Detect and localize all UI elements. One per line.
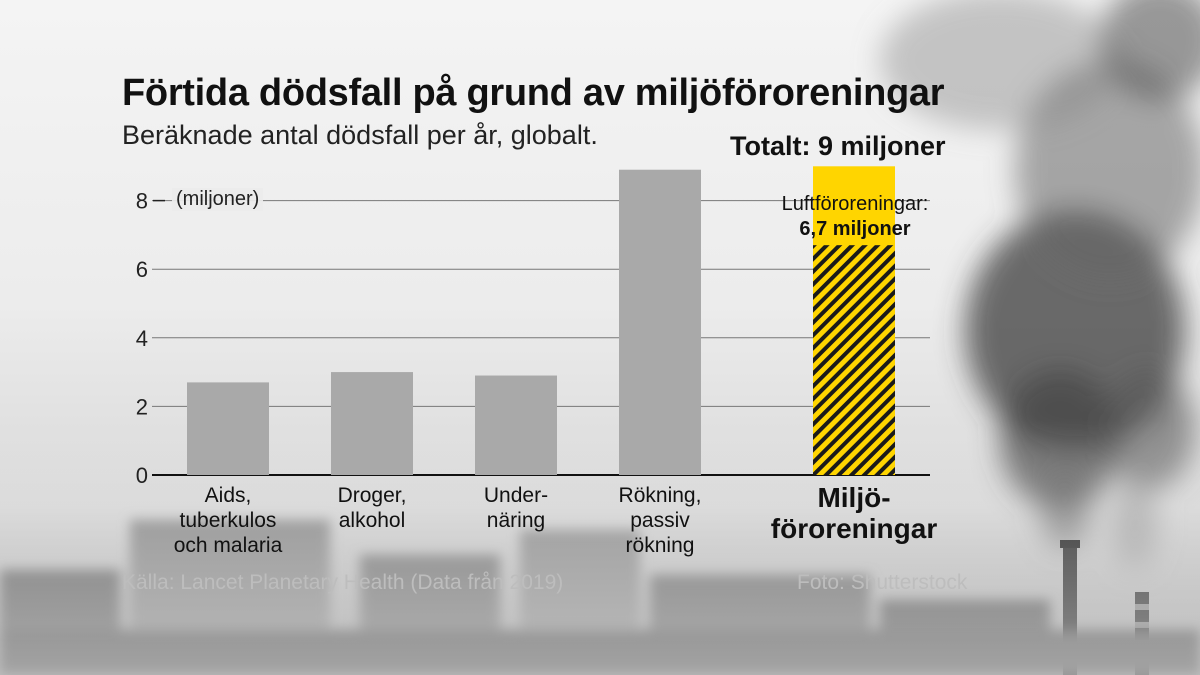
air-pollution-annotation: Luftföroreningar: 6,7 miljoner xyxy=(755,192,955,242)
y-tick-label: 2 xyxy=(136,394,148,419)
bar-air-pollution-segment xyxy=(813,245,895,475)
source-credit: Källa: Lancet Planetary Health (Data frå… xyxy=(122,571,564,594)
x-category-label: Aids, tuberkulos och malaria xyxy=(174,484,283,557)
air-pollution-value: 6,7 miljoner xyxy=(799,218,911,240)
bar xyxy=(331,372,413,475)
bar xyxy=(619,169,701,476)
bar xyxy=(187,382,269,475)
y-tick-label: 8 xyxy=(136,189,148,214)
y-tick-label: 0 xyxy=(136,463,148,488)
y-tick-label: 6 xyxy=(136,257,148,282)
bar xyxy=(475,375,557,475)
chart-title: Förtida dödsfall på grund av miljöförore… xyxy=(122,72,945,114)
y-tick-label: 4 xyxy=(136,326,148,351)
y-axis-unit: (miljoner) xyxy=(172,188,264,211)
x-category-label: Under-näring xyxy=(484,484,548,532)
x-category-label: Droger, alkohol xyxy=(338,484,407,532)
chart-subtitle: Beräknade antal dödsfall per år, globalt… xyxy=(122,120,598,150)
air-pollution-label: Luftföroreningar: xyxy=(781,193,929,215)
x-category-label: Miljö-föroreningar xyxy=(771,482,938,544)
total-label: Totalt: 9 miljoner xyxy=(730,131,946,161)
photo-credit: Foto: Shutterstock xyxy=(797,571,968,594)
x-category-label: Rökning, passiv rökning xyxy=(619,484,702,557)
